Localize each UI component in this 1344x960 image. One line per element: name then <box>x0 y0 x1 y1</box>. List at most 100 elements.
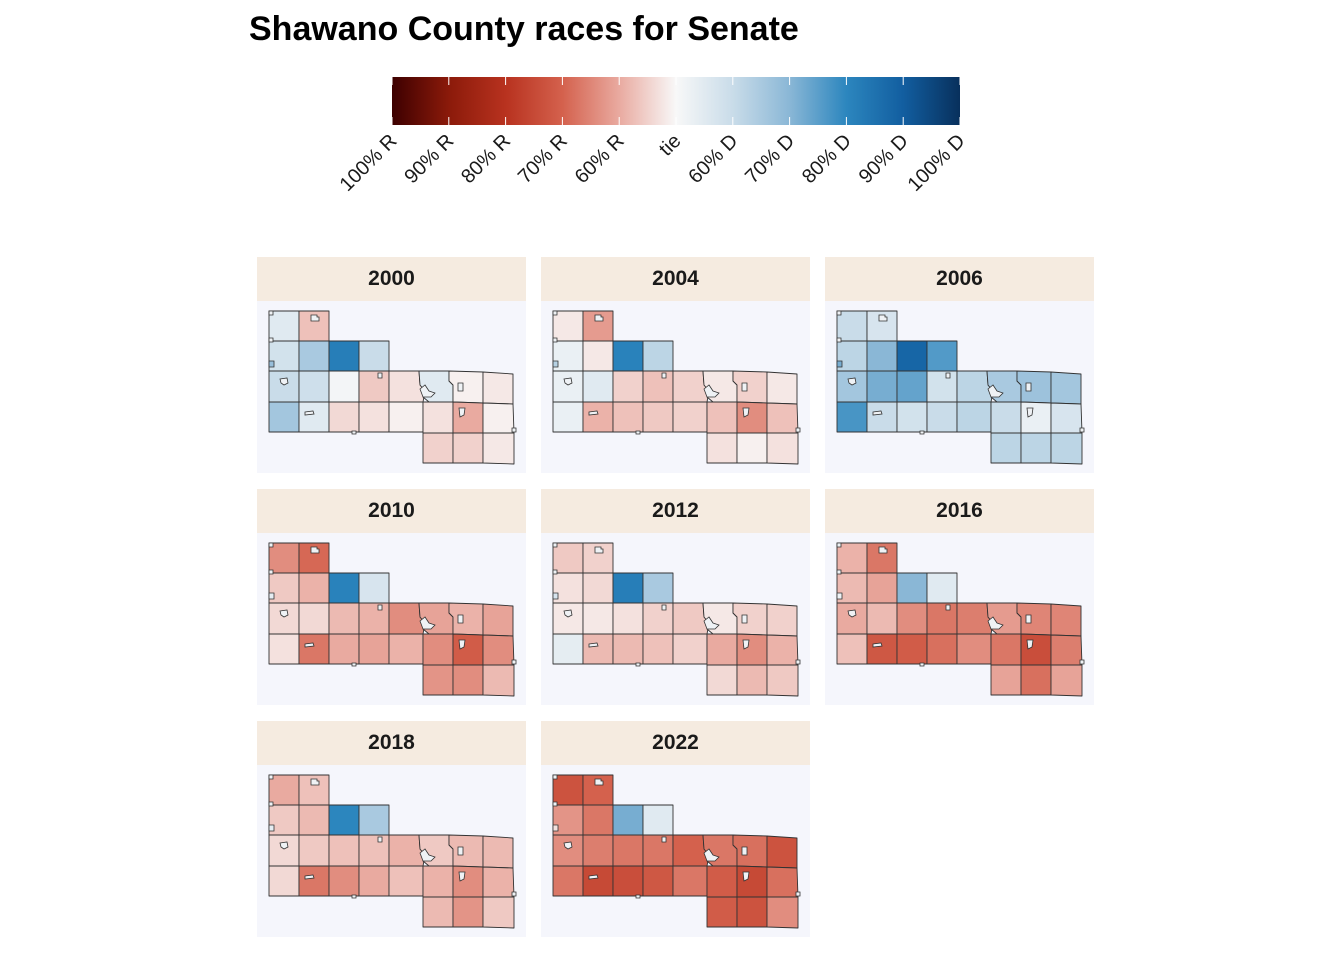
municipality-inset <box>377 372 383 379</box>
municipality-b2 <box>866 340 898 372</box>
municipality-d4 <box>642 401 674 433</box>
municipality-c3 <box>896 602 928 635</box>
legend-label: 100% D <box>904 130 970 196</box>
municipality-a4 <box>552 633 584 665</box>
municipality-inset <box>279 841 289 850</box>
municipality-h3 <box>482 603 514 637</box>
municipality-d4 <box>358 401 390 433</box>
map-area <box>257 533 526 705</box>
municipality-d2 <box>642 572 674 604</box>
municipality-h3 <box>766 603 798 637</box>
municipality-inset <box>458 407 466 418</box>
municipality-c4 <box>328 865 360 897</box>
legend-label: 60% D <box>684 130 742 188</box>
municipality-inset <box>847 609 857 618</box>
municipality-d2 <box>358 340 390 372</box>
municipality-a4 <box>268 401 300 433</box>
municipality-e4 <box>672 633 708 665</box>
municipality-b2 <box>298 340 330 372</box>
municipality-inset <box>268 824 275 832</box>
legend-label: 70% R <box>514 130 572 188</box>
municipality-e4 <box>956 401 992 433</box>
municipality-g4 <box>1020 401 1052 434</box>
municipality-inset <box>588 874 599 880</box>
county-map <box>552 542 801 697</box>
municipality-d3 <box>642 602 674 635</box>
map-area <box>257 301 526 473</box>
municipality-inset <box>552 824 559 832</box>
municipality-g3 <box>732 602 768 636</box>
municipality-d3 <box>358 834 390 867</box>
municipality-inset <box>594 546 604 554</box>
county-map <box>836 542 1085 697</box>
municipality-h5 <box>766 896 799 929</box>
municipality-c4 <box>612 633 644 665</box>
municipality-inset <box>457 614 464 624</box>
map-area <box>257 765 526 937</box>
municipality-inset <box>742 407 750 418</box>
municipality-inset <box>351 662 357 667</box>
municipality-b4 <box>298 401 330 433</box>
municipality-g5 <box>736 432 768 464</box>
municipality-b4 <box>866 401 898 433</box>
facet-panel-2018: 2018 <box>257 721 526 937</box>
legend-label: 100% R <box>336 130 402 196</box>
municipality-inset <box>457 846 464 856</box>
municipality-c4 <box>328 633 360 665</box>
municipality-inset <box>847 377 857 386</box>
municipality-inset <box>795 891 801 897</box>
municipality-c4 <box>612 401 644 433</box>
municipality-inset <box>304 642 315 648</box>
municipality-b3 <box>582 370 614 403</box>
municipality-e4 <box>388 865 424 897</box>
municipality-inset <box>741 382 748 392</box>
municipality-inset <box>268 542 274 548</box>
municipality-inset <box>742 871 750 882</box>
municipality-inset <box>552 337 558 343</box>
municipality-e4 <box>672 401 708 433</box>
municipality-inset <box>987 616 1004 630</box>
legend-label: tie <box>655 130 685 160</box>
municipality-d2 <box>358 804 390 836</box>
municipality-inset <box>563 609 573 618</box>
municipality-c3 <box>896 370 928 403</box>
municipality-g5 <box>736 664 768 696</box>
municipality-b3 <box>298 370 330 403</box>
county-map <box>836 310 1085 465</box>
facet-panel-2010: 2010 <box>257 489 526 705</box>
municipality-g5 <box>736 896 768 928</box>
municipality-inset <box>304 874 315 880</box>
municipality-inset <box>458 871 466 882</box>
legend-label: 70% D <box>741 130 799 188</box>
municipality-d4 <box>358 633 390 665</box>
municipality-a4 <box>836 401 868 433</box>
municipality-b4 <box>866 633 898 665</box>
municipality-inset <box>588 410 599 416</box>
municipality-h3 <box>1050 603 1082 637</box>
municipality-b3 <box>582 602 614 635</box>
legend-label: 80% R <box>457 130 515 188</box>
municipality-b2 <box>582 572 614 604</box>
facet-strip-label: 2012 <box>541 489 810 533</box>
municipality-f4 <box>706 865 738 898</box>
municipality-a4 <box>836 633 868 665</box>
municipality-f5 <box>706 896 738 928</box>
municipality-a1 <box>268 542 300 574</box>
municipality-h5 <box>482 896 515 929</box>
municipality-inset <box>279 377 289 386</box>
municipality-d4 <box>926 401 958 433</box>
municipality-inset <box>1025 382 1032 392</box>
municipality-h5 <box>1050 432 1083 465</box>
municipality-a4 <box>552 401 584 433</box>
municipality-inset <box>635 894 641 899</box>
municipality-inset <box>919 662 925 667</box>
municipality-b3 <box>582 834 614 867</box>
municipality-d2 <box>358 572 390 604</box>
municipality-inset <box>268 774 274 780</box>
municipality-f4 <box>990 401 1022 434</box>
municipality-inset <box>552 310 558 316</box>
municipality-d3 <box>926 602 958 635</box>
municipality-b2 <box>866 572 898 604</box>
municipality-f5 <box>422 896 454 928</box>
municipality-a3 <box>268 370 300 403</box>
